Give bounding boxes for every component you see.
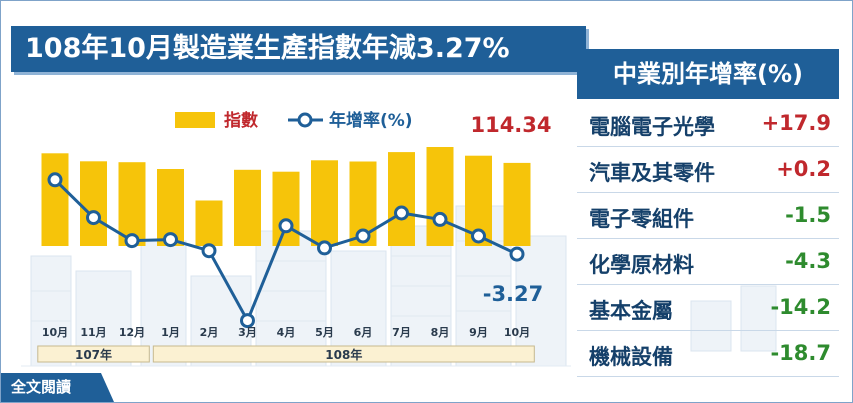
legend-index-label: 指數 <box>224 110 258 131</box>
growth-rate-point <box>317 240 332 256</box>
industry-growth-panel: 中業別年增率(%) 電腦電子光學 +17.9 汽車及其零件 +0.2 電子零組件 -1.5… <box>577 49 839 379</box>
growth-rate-point <box>240 313 255 329</box>
growth-rate-point <box>124 233 140 249</box>
last-index-value-label: 114.34 <box>470 113 551 137</box>
legend-growth-label: 年增率(%) <box>329 110 413 131</box>
x-axis-month-label: 8月 <box>431 326 450 339</box>
growth-rate-point <box>509 246 525 262</box>
industry-row: 電腦電子光學 +17.9 <box>577 103 839 147</box>
x-axis-month-label: 1月 <box>161 326 180 339</box>
x-axis-month-label: 4月 <box>277 326 296 339</box>
x-axis-month-label: 10月 <box>504 326 530 339</box>
industry-name: 基本金屬 <box>589 299 673 323</box>
row-divider <box>577 192 839 193</box>
industry-name: 電腦電子光學 <box>589 115 715 139</box>
legend-bar-swatch <box>175 112 215 128</box>
industry-row: 基本金屬 -14.2 <box>577 287 839 331</box>
year-group-label: 108年 <box>325 347 362 362</box>
x-axis-month-label: 9月 <box>469 326 488 339</box>
industry-panel-title: 中業別年增率(%) <box>577 49 839 99</box>
row-divider <box>577 330 839 331</box>
x-axis-month-label: 10月 <box>42 326 68 339</box>
chart-legend: 指數 年增率(%) <box>175 110 413 131</box>
growth-rate-point <box>278 218 294 234</box>
index-bar <box>503 162 531 246</box>
growth-rate-point <box>471 228 486 244</box>
growth-rate-point <box>201 243 217 259</box>
x-axis-month-label: 2月 <box>200 326 219 339</box>
index-bar <box>118 162 146 246</box>
industry-name: 化學原材料 <box>589 253 694 277</box>
index-bar <box>426 147 454 246</box>
x-axis-month-label: 7月 <box>392 326 411 339</box>
industry-growth-value: +0.2 <box>776 157 831 181</box>
industry-growth-value: -18.7 <box>770 341 831 365</box>
growth-rate-point <box>355 228 371 244</box>
read-full-text-button[interactable]: 全文閱讀 <box>1 373 114 402</box>
industry-name: 汽車及其零件 <box>589 161 715 185</box>
index-bar <box>41 153 69 246</box>
page-title: 108年10月製造業生產指數年減3.27% <box>11 26 586 72</box>
row-divider <box>577 376 839 377</box>
industry-growth-value: +17.9 <box>761 111 831 135</box>
industry-row: 機械設備 -18.7 <box>577 333 839 377</box>
industry-growth-value: -14.2 <box>770 295 831 319</box>
index-bar <box>234 169 261 246</box>
growth-rate-point <box>86 210 101 226</box>
industry-name: 電子零組件 <box>589 207 694 231</box>
last-growth-value-label: -3.27 <box>483 282 544 306</box>
index-bar <box>272 171 300 246</box>
row-divider <box>577 284 839 285</box>
x-axis-month-label: 12月 <box>119 326 145 339</box>
industry-row: 汽車及其零件 +0.2 <box>577 149 839 193</box>
growth-rate-point <box>394 205 409 221</box>
year-group-label: 107年 <box>75 347 112 362</box>
year-group-band <box>37 345 150 363</box>
index-bar <box>388 152 415 246</box>
index-bar <box>311 160 338 246</box>
year-group-band <box>152 345 535 363</box>
legend-line-marker <box>297 112 313 128</box>
growth-rate-point <box>163 232 178 248</box>
row-divider <box>577 146 839 147</box>
index-bar <box>80 161 107 246</box>
x-axis-month-label: 6月 <box>354 326 373 339</box>
production-index-chart: 指數 年增率(%) 10月 11月 12月 1月 2月 3月 4月 5月 6月 7月 8月 9月 10月… <box>37 110 552 363</box>
industry-growth-value: -1.5 <box>785 203 831 227</box>
index-bar <box>195 200 223 246</box>
industry-name: 機械設備 <box>589 345 673 369</box>
industry-growth-value: -4.3 <box>785 249 831 273</box>
row-divider <box>577 238 839 239</box>
x-axis-month-label: 5月 <box>315 326 334 339</box>
growth-rate-point <box>47 172 63 188</box>
industry-row: 電子零組件 -1.5 <box>577 195 839 239</box>
x-axis-month-label: 3月 <box>238 326 257 339</box>
industry-row: 化學原材料 -4.3 <box>577 241 839 285</box>
growth-rate-point <box>432 211 448 227</box>
x-axis-month-label: 11月 <box>80 326 106 339</box>
